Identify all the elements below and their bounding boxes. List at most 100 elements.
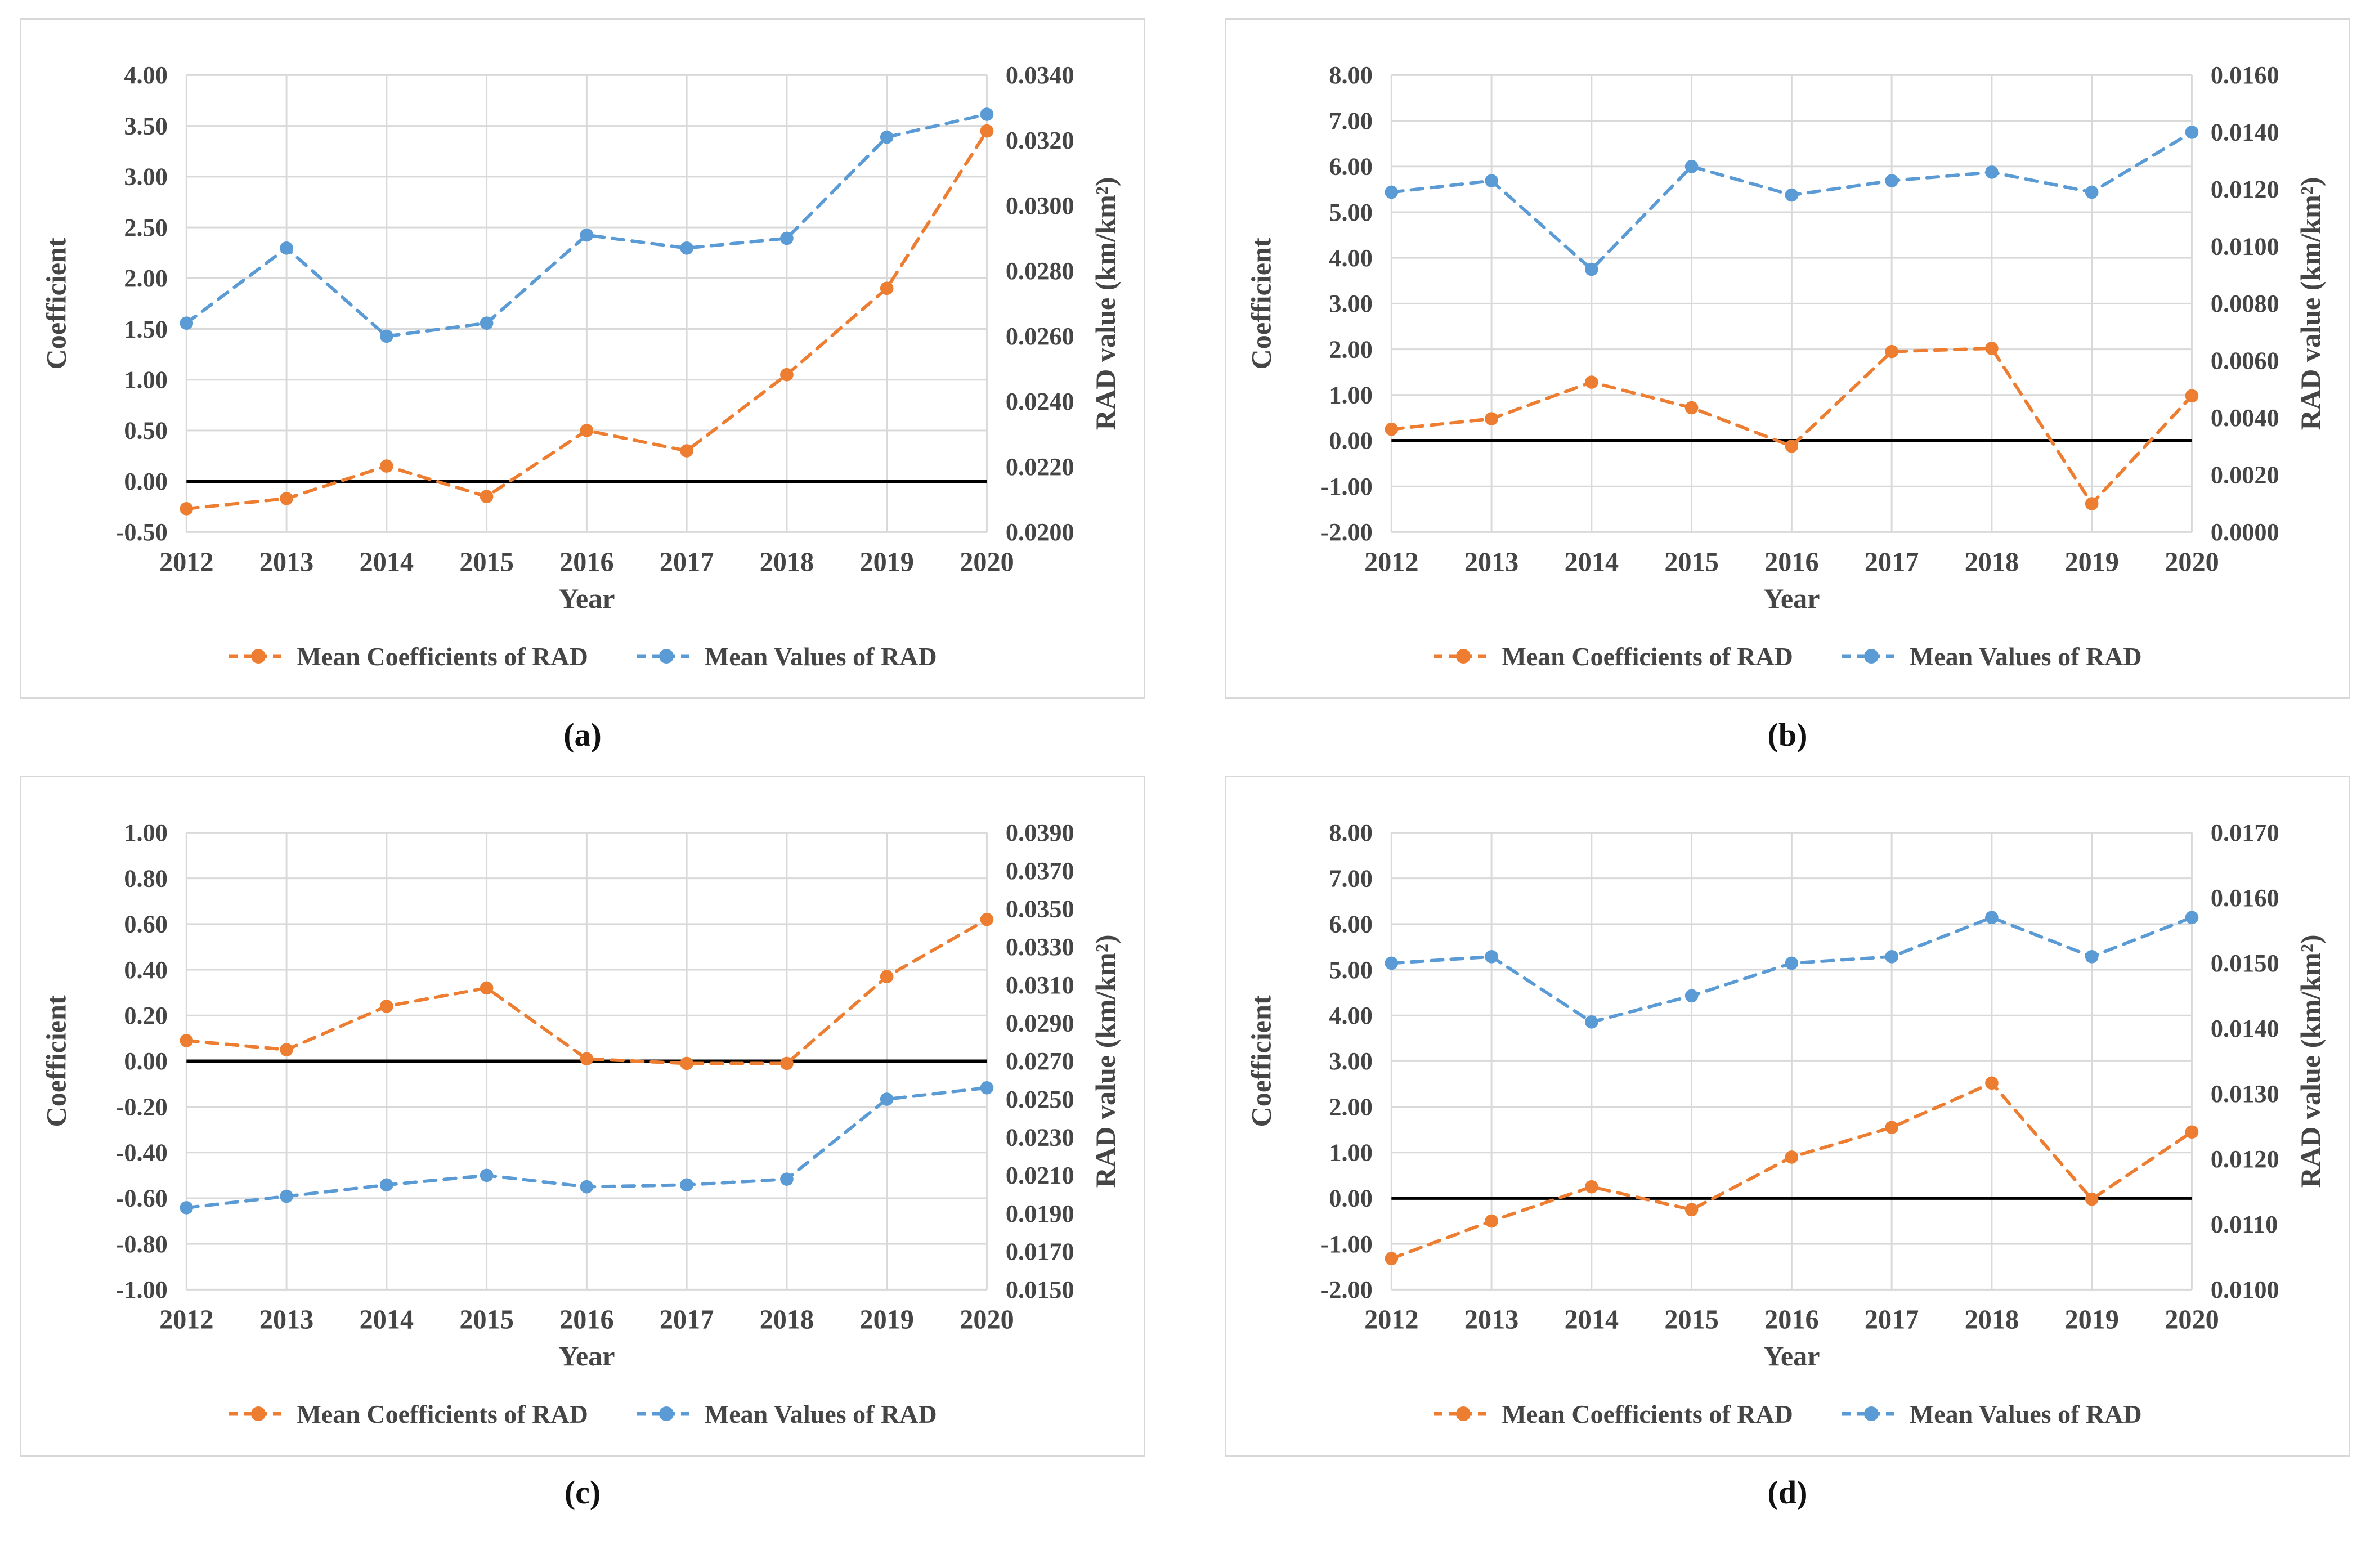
right-axis-title: RAD value (km/km²) (1090, 177, 1121, 430)
legend-item-coefficients: Mean Coefficients of RAD (1433, 1399, 1793, 1429)
series-marker-rad (1485, 174, 1498, 187)
right-axis-tick-label: 0.0290 (1006, 1009, 1074, 1037)
left-axis-tick-label: 3.00 (124, 163, 167, 191)
legend-dot (1863, 649, 1879, 664)
series-marker-coefficients (880, 281, 894, 295)
left-axis-tick-label: 0.20 (124, 1002, 167, 1029)
left-axis-tick-label: 4.00 (1329, 1002, 1372, 1029)
series-marker-coefficients (1585, 1180, 1598, 1194)
x-axis-tick-label: 2014 (360, 1305, 414, 1334)
legend-a: Mean Coefficients of RAD Mean Values of … (21, 615, 1144, 697)
left-axis-tick-label: 3.50 (124, 112, 167, 140)
right-axis-tick-label: 0.0350 (1006, 895, 1074, 923)
panel-label-b: (b) (1767, 716, 1808, 753)
legend-dot (658, 649, 674, 664)
right-axis-tick-label: 0.0200 (1006, 518, 1074, 546)
right-axis-tick-label: 0.0260 (1006, 322, 1074, 350)
series-marker-coefficients (980, 912, 994, 926)
series-marker-rad (1485, 949, 1498, 964)
left-axis-tick-label: 5.00 (1329, 956, 1372, 984)
series-marker-rad (380, 1178, 393, 1192)
series-marker-coefficients (1385, 1252, 1399, 1265)
series-line-coefficients (185, 917, 989, 1065)
legend-item-values: Mean Values of RAD (1841, 642, 2142, 671)
left-axis-tick-label: 6.00 (1329, 911, 1372, 938)
left-axis-tick-label: 1.00 (1329, 382, 1372, 409)
series-marker-coefficients (580, 424, 594, 437)
left-axis-title: Coefficient (41, 995, 72, 1127)
x-axis-tick-label: 2014 (1565, 547, 1619, 577)
legend-item-values: Mean Values of RAD (636, 1399, 937, 1429)
left-axis-tick-label: -0.80 (116, 1230, 168, 1258)
left-axis-tick-label: -0.50 (116, 518, 168, 546)
x-axis-tick-label: 2014 (1565, 1305, 1619, 1334)
legend-marker-coefficients-icon (229, 1406, 288, 1421)
x-axis-tick-label: 2019 (2064, 1305, 2118, 1334)
series-marker-coefficients (1785, 439, 1799, 453)
legend-label-values: Mean Values of RAD (1909, 1399, 2142, 1428)
series-marker-rad (1385, 956, 1399, 970)
series-marker-coefficients (1985, 342, 1999, 355)
legend-dot (1863, 1406, 1879, 1421)
panel-c: 1.00 0.80 0.60 0.40 0.20 0.00 -0.20 -0.40 -0.60 -… (20, 776, 1145, 1529)
chart-canvas-a: 4.00 3.50 3.00 2.50 2.00 1.50 1.00 0.50 0.00 -0.5… (41, 61, 1121, 614)
right-axis-tick-label: 0.0040 (2211, 404, 2279, 432)
series-marker-coefficients (1885, 344, 1898, 359)
series-marker-coefficients (2085, 1192, 2099, 1206)
x-axis-title: Year (1763, 1340, 1820, 1372)
series-marker-rad (1684, 989, 1699, 1003)
left-axis-tick-label: 0.60 (124, 911, 167, 938)
series-marker-rad (2185, 911, 2199, 925)
series-marker-rad (2185, 126, 2199, 139)
legend-marker-coefficients-icon (229, 649, 288, 664)
right-axis-tick-label: 0.0080 (2211, 290, 2279, 317)
x-axis-tick-label: 2017 (1865, 547, 1919, 577)
legend-label-values: Mean Values of RAD (1909, 642, 2142, 671)
legend-label-coefficients: Mean Coefficients of RAD (297, 1399, 588, 1428)
legend-dot (658, 1406, 674, 1421)
series-marker-rad (1385, 185, 1399, 199)
series-marker-rad (380, 329, 393, 343)
left-axis-tick-label: 2.50 (124, 214, 167, 241)
series-line-rad (185, 113, 989, 338)
series-marker-rad (1585, 1015, 1598, 1029)
left-axis-tick-label: 5.00 (1329, 199, 1372, 226)
legend-marker-coefficients-icon (1434, 1406, 1493, 1421)
legend-marker-coefficients-icon (1434, 649, 1493, 664)
figure-grid: 4.00 3.50 3.00 2.50 2.00 1.50 1.00 0.50 0.00 -0.5… (20, 18, 2350, 1529)
legend-label-values: Mean Values of RAD (704, 642, 937, 671)
chart-panel-c: 1.00 0.80 0.60 0.40 0.20 0.00 -0.20 -0.40 -0.60 -… (20, 776, 1145, 1457)
panel-a: 4.00 3.50 3.00 2.50 2.00 1.50 1.00 0.50 0.00 -0.5… (20, 18, 1145, 771)
legend-item-coefficients: Mean Coefficients of RAD (228, 1399, 588, 1429)
series-marker-coefficients (580, 1052, 594, 1066)
right-axis-tick-label: 0.0270 (1006, 1047, 1074, 1075)
series-marker-coefficients (280, 492, 293, 505)
left-axis-tick-label: 0.00 (124, 1047, 167, 1075)
series-marker-rad (1985, 911, 1999, 925)
left-axis-tick-label: 2.00 (124, 265, 167, 292)
legend-c: Mean Coefficients of RAD Mean Values of … (21, 1373, 1144, 1455)
series-marker-coefficients (180, 502, 194, 516)
series-marker-rad (280, 241, 293, 255)
right-axis-tick-label: 0.0130 (2211, 1080, 2279, 1108)
legend-dot (251, 649, 266, 664)
legend-label-coefficients: Mean Coefficients of RAD (297, 642, 588, 671)
chart-panel-d: 8.00 7.00 6.00 5.00 4.00 3.00 2.00 1.00 0.00 -1.0… (1225, 776, 2350, 1457)
legend-marker-values-icon (637, 649, 696, 664)
series-marker-rad (480, 316, 494, 330)
left-axis-tick-label: 8.00 (1329, 819, 1372, 846)
series-marker-rad (1585, 262, 1598, 276)
right-axis-title: RAD value (km/km²) (2295, 934, 2326, 1188)
right-axis-tick-label: 0.0340 (1006, 61, 1074, 89)
series-marker-rad (780, 231, 794, 245)
x-axis-tick-label: 2017 (660, 547, 714, 577)
right-axis-tick-label: 0.0170 (1006, 1238, 1074, 1265)
series-marker-rad (780, 1172, 794, 1186)
legend-marker-values-icon (1842, 649, 1901, 664)
legend-marker-values-icon (637, 1406, 696, 1421)
series-marker-coefficients (480, 981, 494, 995)
series-marker-rad (1885, 174, 1898, 187)
legend-marker-values-icon (1842, 1406, 1901, 1421)
left-axis-tick-label: 0.00 (124, 468, 167, 495)
series-marker-coefficients (1684, 401, 1699, 415)
